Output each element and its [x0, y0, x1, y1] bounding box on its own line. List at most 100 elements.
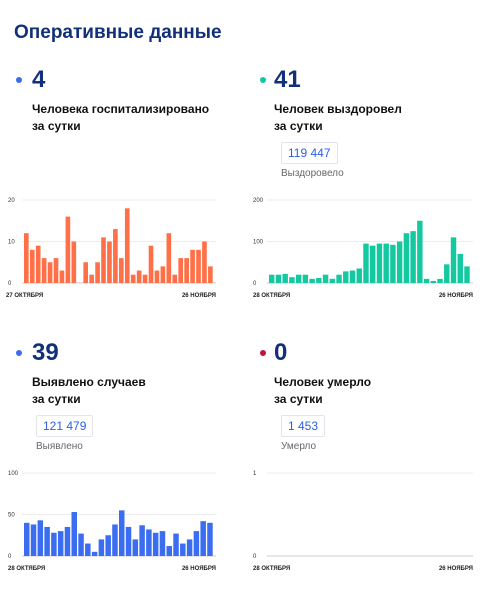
deaths-x-end-label: 26 НОЯБРЯ: [439, 566, 473, 572]
deaths-value: 0: [274, 339, 288, 366]
cases-bar: [159, 531, 166, 556]
hospitalized-bar: [83, 262, 89, 283]
cases-y-tick-label: 0: [8, 554, 12, 560]
deaths-caption-line1: Человек умерло: [274, 375, 372, 389]
recovered-bar: [464, 266, 470, 283]
hospitalized-y-tick-label: 10: [8, 240, 15, 246]
recovered-bar: [356, 268, 362, 283]
deaths-indicator-dot: [260, 350, 266, 356]
recovered-bar: [437, 278, 443, 283]
recovered-bar: [450, 237, 457, 283]
recovered-bar: [289, 277, 295, 283]
deaths-y-tick-label: 1: [253, 471, 257, 477]
cases-bar: [112, 524, 118, 556]
cases-bar: [105, 535, 111, 556]
recovered-bar: [370, 245, 376, 283]
hospitalized-bar: [142, 274, 148, 283]
cases-y-tick-label: 50: [8, 513, 15, 519]
page-title: Оперативные данные: [14, 22, 222, 43]
cases-total: 121 479: [36, 415, 94, 437]
hospitalized-bar: [172, 274, 178, 283]
card-recovered: 41 Человек выздоровел за сутки 119 447 В…: [245, 60, 465, 330]
hospitalized-bar: [160, 266, 166, 283]
cases-bar: [146, 529, 152, 556]
card-deaths: 0 Человек умерло за сутки 1 453 Умерло: [245, 333, 465, 603]
cases-bar: [173, 533, 179, 556]
recovered-bar: [363, 243, 369, 283]
recovered-x-start-label: 28 ОКТЯБРЯ: [253, 293, 290, 299]
cases-bar: [125, 526, 132, 556]
recovered-bar: [396, 241, 403, 283]
recovered-bar: [423, 278, 430, 283]
cases-bar: [51, 532, 57, 556]
deaths-y-tick-label: 0: [253, 554, 257, 560]
hospitalized-bar: [59, 270, 65, 283]
recovered-bar: [329, 278, 336, 283]
cases-x-end-label: 26 НОЯБРЯ: [182, 566, 216, 572]
cases-bar: [180, 543, 186, 556]
recovered-bar: [390, 244, 396, 283]
hospitalized-bar: [190, 249, 195, 283]
cases-bar: [132, 539, 139, 556]
hospitalized-bar: [89, 274, 94, 283]
recovered-bar: [309, 278, 315, 283]
hospitalized-bar: [196, 249, 201, 283]
hospitalized-y-tick-label: 0: [8, 281, 12, 287]
deaths-total: 1 453: [281, 415, 326, 437]
hospitalized-bar: [119, 258, 124, 283]
cases-bar: [139, 525, 145, 556]
recovered-bar: [430, 280, 437, 283]
recovered-bar: [295, 274, 302, 283]
deaths-x-start-label: 28 ОКТЯБРЯ: [253, 566, 290, 572]
hospitalized-bar: [202, 241, 207, 283]
cases-bar: [71, 512, 77, 556]
recovered-y-tick-label: 200: [253, 198, 264, 204]
hospitalized-bar: [47, 262, 53, 283]
recovered-y-tick-label: 0: [253, 281, 257, 287]
recovered-bar: [343, 271, 349, 283]
hospitalized-y-tick-label: 20: [8, 198, 15, 204]
cases-bar: [166, 546, 172, 556]
recovered-total: 119 447: [281, 142, 338, 164]
cases-bar: [91, 551, 98, 556]
cases-bar: [57, 531, 64, 556]
hospitalized-bar: [53, 258, 59, 283]
recovered-bar: [316, 278, 322, 283]
recovered-total-label: Выздоровело: [281, 168, 344, 179]
cases-indicator-dot: [16, 350, 22, 356]
deaths-caption-line2: за сутки: [274, 392, 323, 406]
cases-total-label: Выявлено: [36, 441, 83, 452]
hospitalized-caption: Человека госпитализировано за сутки: [32, 101, 209, 135]
cases-caption: Выявлено случаев за сутки: [32, 374, 146, 408]
cases-value: 39: [32, 339, 59, 366]
cases-bar: [44, 526, 50, 556]
recovered-bar: [282, 273, 288, 283]
hospitalized-bar: [35, 245, 41, 283]
card-hospitalized: 4 Человека госпитализировано за сутки: [0, 60, 220, 330]
hospitalized-x-start-label: 27 ОКТЯБРЯ: [6, 293, 43, 299]
recovered-x-end-label: 26 НОЯБРЯ: [439, 293, 473, 299]
cases-bar: [30, 524, 37, 556]
cases-y-tick-label: 100: [8, 471, 19, 477]
hospitalized-bar: [29, 249, 35, 283]
cases-bar: [207, 522, 213, 556]
recovered-indicator-dot: [260, 77, 266, 83]
recovered-bar: [417, 220, 423, 283]
recovered-bar: [349, 270, 356, 283]
recovered-bar: [336, 274, 342, 283]
recovered-value: 41: [274, 66, 301, 93]
deaths-bar-chart: 0 1 28 ОКТЯБРЯ 26 НОЯБРЯ: [253, 471, 473, 572]
cases-bar: [24, 522, 30, 556]
hospitalized-caption-line2: за сутки: [32, 119, 81, 133]
recovered-bar: [275, 274, 282, 283]
hospitalized-bar: [136, 270, 142, 283]
hospitalized-bar: [184, 258, 189, 283]
hospitalized-bar: [113, 229, 118, 283]
deaths-total-label: Умерло: [281, 441, 317, 452]
recovered-bar: [376, 243, 383, 283]
hospitalized-bar: [178, 258, 184, 283]
hospitalized-bar: [65, 216, 71, 283]
hospitalized-bar: [148, 245, 154, 283]
hospitalized-bar: [101, 237, 106, 283]
recovered-bar: [457, 253, 463, 283]
